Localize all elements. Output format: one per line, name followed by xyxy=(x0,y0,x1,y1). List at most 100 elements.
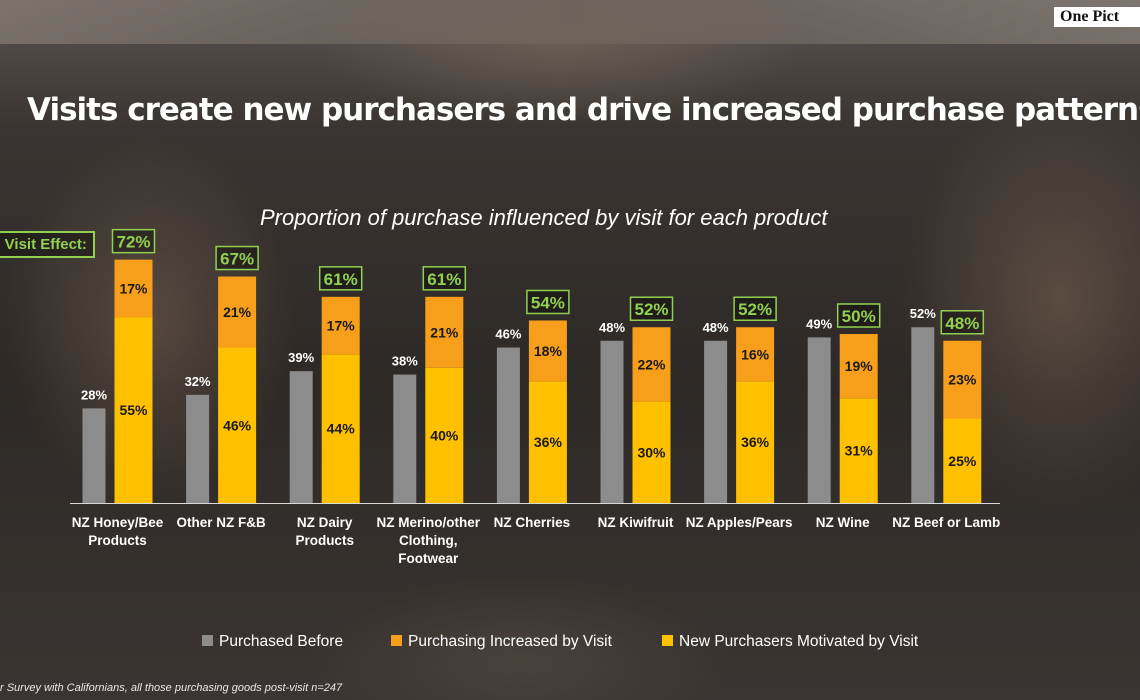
legend-item-increased-by-visit: Purchasing Increased by Visit xyxy=(391,633,612,651)
bar-purchased-before xyxy=(911,327,935,503)
bar-new-purchasers xyxy=(114,317,153,503)
bar-increased-by-visit xyxy=(528,320,567,382)
bar-new-purchasers xyxy=(943,418,982,503)
label-new-purchasers: 55% xyxy=(119,402,148,418)
total-visit-effect-value: 54% xyxy=(531,293,565,312)
legend-item-purchased-before: Purchased Before xyxy=(202,633,343,651)
total-visit-effect-box xyxy=(940,310,985,335)
category-label: Products xyxy=(295,533,354,548)
bar-purchased-before xyxy=(393,374,417,503)
label-increased-by-visit: 18% xyxy=(534,343,563,359)
total-visit-effect-box xyxy=(318,266,363,291)
category-label: NZ Wine xyxy=(816,515,870,530)
page-title: Visits create new purchasers and drive i… xyxy=(27,92,1140,128)
chart-legend: Purchased Before Purchasing Increased by… xyxy=(0,633,1140,653)
bar-purchased-before xyxy=(496,347,520,503)
legend-item-new-purchasers: New Purchasers Motivated by Visit xyxy=(662,633,918,651)
category-label: Products xyxy=(88,533,147,548)
label-new-purchasers: 40% xyxy=(430,427,459,443)
bar-increased-by-visit xyxy=(425,296,464,368)
label-increased-by-visit: 22% xyxy=(637,356,666,372)
bar-new-purchasers xyxy=(839,398,878,503)
chart-title: Proportion of purchase influenced by vis… xyxy=(260,205,828,230)
total-visit-effect-box xyxy=(836,303,881,328)
legend-label-increased-by-visit: Purchasing Increased by Visit xyxy=(408,633,612,650)
bar-increased-by-visit xyxy=(114,259,153,318)
category-label: NZ Kiwifruit xyxy=(598,515,674,530)
legend-swatch-new-purchasers xyxy=(662,635,673,646)
total-visit-effect-value: 52% xyxy=(634,300,668,319)
total-visit-effect-box xyxy=(629,296,674,321)
bar-increased-by-visit xyxy=(218,276,257,348)
label-increased-by-visit: 21% xyxy=(223,304,252,320)
category-label: Other NZ F&B xyxy=(176,515,265,530)
label-purchased-before: 49% xyxy=(806,316,832,331)
bar-new-purchasers xyxy=(528,381,567,503)
label-purchased-before: 39% xyxy=(288,350,314,365)
label-purchased-before: 28% xyxy=(81,387,107,402)
category-label: Clothing, xyxy=(399,533,457,548)
label-purchased-before: 46% xyxy=(495,327,521,342)
bar-purchased-before xyxy=(289,371,313,503)
total-visit-effect-box xyxy=(422,266,467,291)
label-new-purchasers: 31% xyxy=(845,443,874,459)
total-visit-effect-label: al Visit Effect: xyxy=(0,231,95,258)
bar-purchased-before xyxy=(704,340,728,503)
label-increased-by-visit: 21% xyxy=(430,324,459,340)
label-increased-by-visit: 17% xyxy=(327,318,356,334)
total-visit-effect-value: 61% xyxy=(427,270,461,289)
category-label: Footwear xyxy=(398,551,459,566)
legend-swatch-increased-by-visit xyxy=(391,635,402,646)
category-label: NZ Honey/Bee xyxy=(72,515,164,530)
label-new-purchasers: 36% xyxy=(534,434,563,450)
bar-increased-by-visit xyxy=(632,327,671,402)
total-visit-effect-box xyxy=(111,228,156,254)
brand-logo: One Pict xyxy=(1054,7,1140,27)
total-visit-effect-box xyxy=(733,296,777,321)
legend-label-purchased-before: Purchased Before xyxy=(219,633,344,650)
total-visit-effect-value: 67% xyxy=(220,250,254,269)
total-visit-effect-value: 61% xyxy=(324,270,358,289)
bar-purchased-before xyxy=(600,340,624,503)
bar-new-purchasers xyxy=(736,381,775,503)
bar-increased-by-visit xyxy=(943,340,982,419)
bar-new-purchasers xyxy=(632,401,671,503)
label-increased-by-visit: 16% xyxy=(741,346,770,362)
bar-increased-by-visit xyxy=(321,296,360,355)
category-label: NZ Merino/other xyxy=(377,515,481,530)
category-label: NZ Apples/Pears xyxy=(686,515,793,530)
legend-swatch-purchased-before xyxy=(202,635,213,646)
total-visit-effect-value: 72% xyxy=(116,233,150,252)
top-banner xyxy=(0,0,1140,44)
bar-new-purchasers xyxy=(218,347,257,503)
label-increased-by-visit: 17% xyxy=(119,280,148,296)
label-increased-by-visit: 23% xyxy=(948,372,977,388)
category-label: NZ Cherries xyxy=(494,515,571,530)
bar-new-purchasers xyxy=(425,367,464,503)
total-visit-effect-value: 52% xyxy=(738,300,772,319)
label-increased-by-visit: 19% xyxy=(845,358,874,374)
label-purchased-before: 48% xyxy=(703,320,729,335)
bar-increased-by-visit xyxy=(839,334,878,399)
label-new-purchasers: 36% xyxy=(741,434,770,450)
bar-increased-by-visit xyxy=(736,327,775,382)
legend-label-new-purchasers: New Purchasers Motivated by Visit xyxy=(679,633,919,650)
label-purchased-before: 52% xyxy=(910,306,936,321)
label-new-purchasers: 46% xyxy=(223,417,252,433)
category-label: NZ Beef or Lamb xyxy=(892,515,1000,530)
label-new-purchasers: 25% xyxy=(948,453,977,469)
total-visit-effect-value: 50% xyxy=(842,307,876,326)
bar-purchased-before xyxy=(186,394,210,503)
label-new-purchasers: 44% xyxy=(327,421,356,437)
bar-purchased-before xyxy=(807,337,831,503)
total-visit-effect-box xyxy=(526,289,570,315)
total-visit-effect-box xyxy=(215,245,259,271)
label-new-purchasers: 30% xyxy=(637,444,666,460)
total-visit-effect-value: 48% xyxy=(945,314,979,333)
label-purchased-before: 38% xyxy=(392,354,418,369)
bar-new-purchasers xyxy=(321,354,360,503)
category-label: NZ Dairy xyxy=(297,515,353,530)
source-footnote: r Survey with Californians, all those pu… xyxy=(0,682,343,694)
label-purchased-before: 48% xyxy=(599,320,625,335)
